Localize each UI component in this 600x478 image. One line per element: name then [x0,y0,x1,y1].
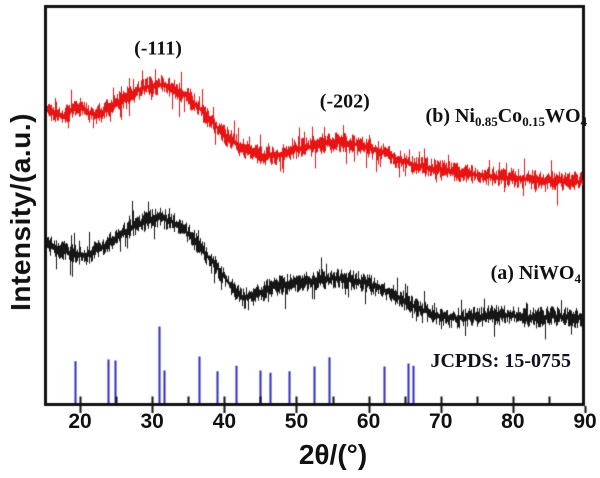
series-label-a: (a) NiWO4 [491,262,581,285]
series-label-text: WO [544,105,581,127]
x-tick-label-40: 40 [212,410,237,433]
peak-annotation-202: (-202) [319,90,370,113]
y-axis-label: Intensity/(a.u.) [5,113,36,311]
x-tick-label-90: 90 [573,410,597,433]
series-label-subscript: 4 [574,271,582,286]
series-label-subscript: 0.85 [474,114,498,129]
x-tick-label-20: 20 [68,410,92,433]
x-axis-label: 2θ/(°) [298,439,368,470]
series-label-subscript: 4 [580,114,588,129]
peak-annotation-111: (-111) [134,37,182,60]
series-label-subscript: 0.15 [522,114,545,129]
x-tick-label-80: 80 [501,410,525,433]
x-tick-label-70: 70 [429,410,453,433]
x-tick-label-60: 60 [356,410,381,433]
series-label-text: (b) Ni [425,105,475,127]
jcpds-reference-label: JCPDS: 15-0755 [430,350,571,372]
series-label-text: (a) NiWO [490,262,575,284]
x-tick-label-50: 50 [284,410,309,433]
series-label-text: Co [497,105,523,127]
x-tick-label-30: 30 [140,410,164,433]
series-label-b: (b) Ni0.85Co0.15WO4 [426,105,587,128]
